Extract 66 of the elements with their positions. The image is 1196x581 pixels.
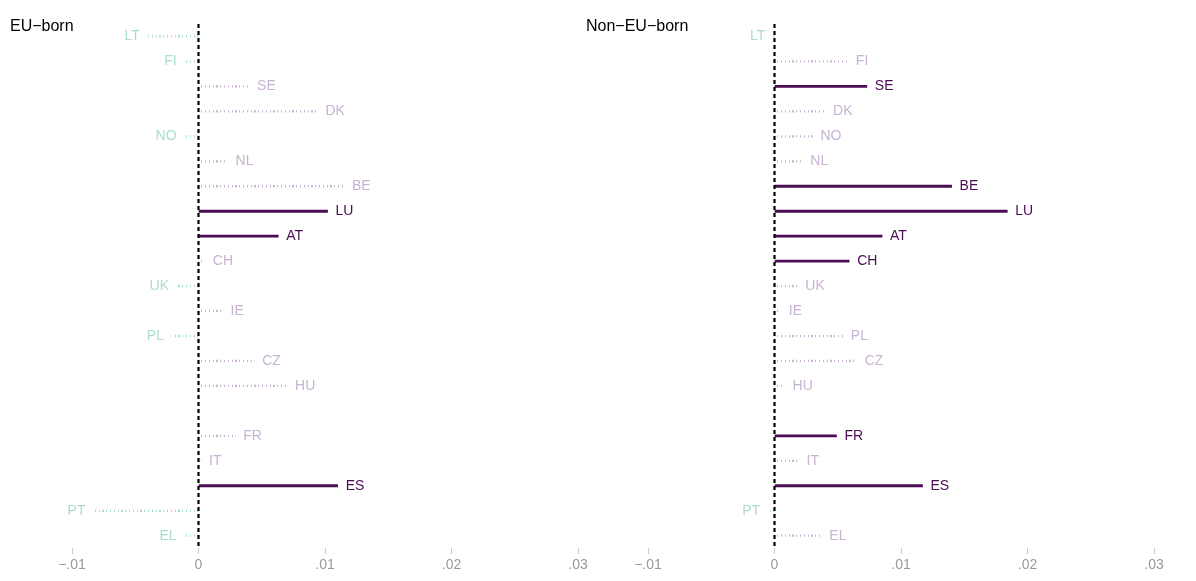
y-tick-label: LU <box>335 202 354 219</box>
bar <box>774 434 837 438</box>
y-tick-label: FI <box>855 52 869 69</box>
y-tick-label: NL <box>810 152 829 169</box>
y-tick-label: IE <box>788 301 803 318</box>
y-tick-label: EL <box>829 526 847 543</box>
y-tick-label: IT <box>209 451 222 468</box>
x-tick-label: .01 <box>315 556 335 573</box>
y-tick-label: LT <box>749 27 766 44</box>
y-tick-label: BE <box>959 177 979 194</box>
bar <box>147 35 199 38</box>
bar <box>774 209 1008 213</box>
bar <box>198 209 328 213</box>
y-tick-label: CZ <box>262 351 282 368</box>
y-tick-label: CH <box>857 252 878 268</box>
y-tick-label: NO <box>820 127 842 144</box>
y-tick-label: LU <box>1015 202 1034 219</box>
bar <box>184 60 199 63</box>
y-tick-label: PL <box>850 326 869 343</box>
x-tick-label: 0 <box>770 556 779 573</box>
x-tick-label: .01 <box>891 556 911 573</box>
y-tick-label: BE <box>351 177 371 194</box>
bar <box>774 484 923 488</box>
y-tick-label: SE <box>257 77 276 94</box>
chart-title: Non−EU−born <box>586 17 689 35</box>
y-tick-label: DK <box>833 102 854 119</box>
y-tick-label: AT <box>890 227 908 244</box>
y-tick-label: ES <box>345 476 365 493</box>
y-tick-label: SE <box>874 77 894 94</box>
y-tick-label: DK <box>325 102 346 119</box>
y-tick-label: PL <box>146 326 165 343</box>
y-tick-label: HU <box>792 376 813 393</box>
y-tick-label: ES <box>930 476 950 493</box>
x-tick-label: −.01 <box>58 556 87 573</box>
x-tick-label: .03 <box>568 556 588 573</box>
y-tick-label: IT <box>806 451 820 468</box>
bar <box>774 259 850 263</box>
y-tick-label: CZ <box>864 351 884 368</box>
y-tick-label: NL <box>235 152 254 169</box>
y-tick-label: AT <box>286 227 304 244</box>
bar <box>198 484 338 488</box>
x-tick-label: .02 <box>1017 556 1038 573</box>
y-tick-label: UK <box>805 276 826 293</box>
y-tick-label: FR <box>243 426 262 443</box>
y-tick-label: EL <box>159 526 177 543</box>
y-tick-label: HU <box>295 376 316 393</box>
y-tick-label: CH <box>212 252 234 268</box>
y-tick-label: NO <box>155 127 177 144</box>
bar <box>198 234 279 238</box>
x-tick-label: −.01 <box>634 556 663 573</box>
bar <box>774 84 868 88</box>
y-tick-label: UK <box>149 276 170 293</box>
y-tick-label: LT <box>124 27 141 44</box>
bar <box>198 85 250 88</box>
bar <box>774 234 883 238</box>
y-tick-label: FR <box>844 426 864 443</box>
bar <box>774 60 849 63</box>
y-tick-label: FI <box>164 52 177 69</box>
x-tick-label: .02 <box>441 556 462 573</box>
x-tick-label: 0 <box>194 556 203 573</box>
y-tick-label: PT <box>67 501 86 518</box>
y-tick-label: IE <box>230 301 244 318</box>
x-tick-label: .03 <box>1144 556 1164 573</box>
chart-title: EU−born <box>10 17 74 35</box>
y-tick-label: PT <box>742 501 761 518</box>
bar <box>774 184 952 188</box>
